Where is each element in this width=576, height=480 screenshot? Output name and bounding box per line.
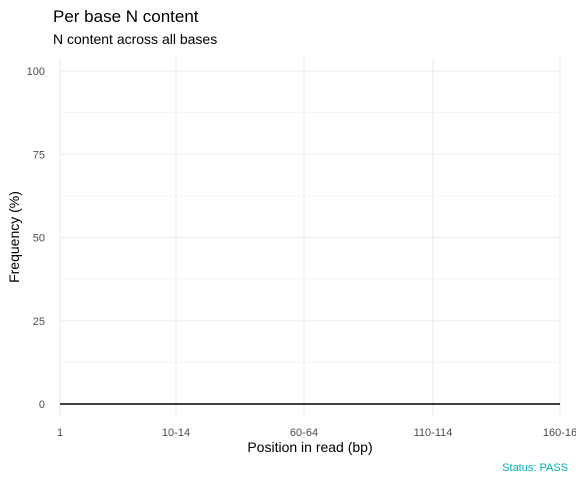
- x-axis-label: Position in read (bp): [247, 439, 372, 455]
- y-axis-tick-labels: 0 25 50 75 100: [27, 66, 45, 411]
- y-axis-label: Frequency (%): [6, 191, 22, 283]
- y-tick-label: 75: [33, 149, 45, 161]
- y-tick-label: 0: [39, 399, 45, 411]
- major-gridlines: [59, 58, 561, 417]
- minor-gridlines: [60, 112, 560, 363]
- x-tick-label: 1: [57, 427, 63, 439]
- y-tick-label: 25: [33, 316, 45, 328]
- y-tick-label: 50: [33, 233, 45, 245]
- status-label: Status: PASS: [502, 462, 568, 474]
- chart-subtitle: N content across all bases: [53, 31, 217, 47]
- y-tick-label: 100: [27, 66, 45, 78]
- x-axis-tick-labels: 1 10-14 60-64 110-114 160-16: [57, 427, 576, 439]
- x-tick-label: 160-16: [543, 427, 576, 439]
- x-tick-label: 110-114: [414, 427, 453, 439]
- chart-title: Per base N content: [53, 7, 199, 26]
- x-tick-label: 10-14: [162, 427, 190, 439]
- x-tick-label: 60-64: [290, 427, 318, 439]
